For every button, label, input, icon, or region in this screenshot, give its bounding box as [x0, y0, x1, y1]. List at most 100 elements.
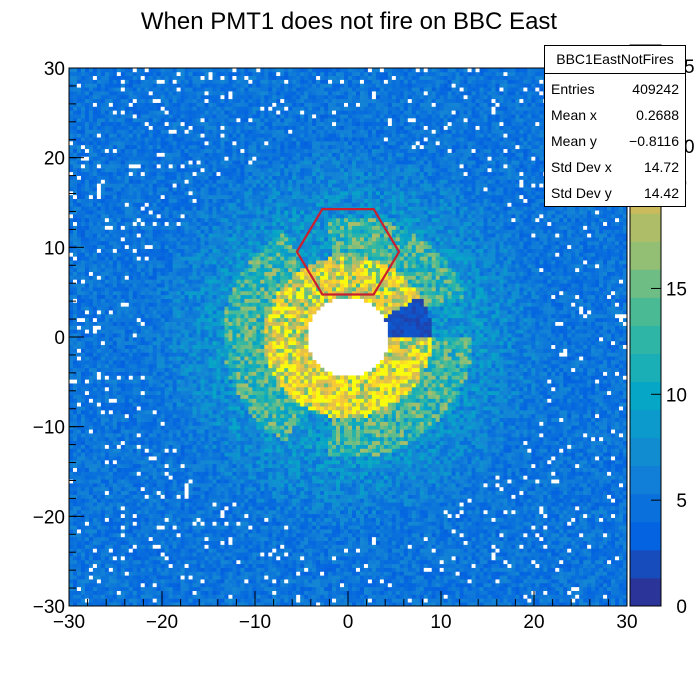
heatmap-cell	[228, 498, 232, 502]
heatmap-cell	[380, 548, 384, 552]
heatmap-cell	[480, 518, 484, 522]
heatmap-cell	[563, 594, 567, 598]
heatmap-cell	[452, 506, 456, 510]
heatmap-cell	[416, 525, 420, 529]
heatmap-cell	[619, 510, 623, 514]
heatmap-cell	[559, 495, 563, 499]
heatmap-cell	[543, 498, 547, 502]
heatmap-cell	[472, 498, 476, 502]
heatmap-cell	[495, 587, 499, 591]
heatmap-cell	[145, 498, 149, 502]
heatmap-cell	[280, 479, 284, 483]
heatmap-cell	[372, 560, 376, 564]
heatmap-cell	[360, 495, 364, 499]
heatmap-cell	[212, 591, 216, 595]
heatmap-cell	[480, 591, 484, 595]
heatmap-cell	[177, 560, 181, 564]
heatmap-cell	[491, 472, 495, 476]
heatmap-cell	[212, 568, 216, 572]
heatmap-cell	[89, 479, 93, 483]
heatmap-cell	[324, 495, 328, 499]
heatmap-cell	[193, 533, 197, 537]
heatmap-cell	[464, 514, 468, 518]
heatmap-cell	[440, 518, 444, 522]
heatmap-cell	[69, 552, 73, 556]
heatmap-cell	[547, 548, 551, 552]
heatmap-cell	[228, 560, 232, 564]
heatmap-cell	[113, 533, 117, 537]
heatmap-cell	[109, 533, 113, 537]
heatmap-cell	[105, 579, 109, 583]
heatmap-cell	[428, 548, 432, 552]
heatmap-cell	[376, 575, 380, 579]
heatmap-cell	[484, 583, 488, 587]
heatmap-cell	[364, 587, 368, 591]
heatmap-cell	[436, 579, 440, 583]
heatmap-cell	[543, 472, 547, 476]
heatmap-cell	[603, 568, 607, 572]
heatmap-cell	[280, 541, 284, 545]
heatmap-cell	[268, 537, 272, 541]
heatmap-cell	[244, 495, 248, 499]
heatmap-cell	[368, 483, 372, 487]
heatmap-cell	[376, 510, 380, 514]
heatmap-cell	[495, 560, 499, 564]
heatmap-cell	[220, 514, 224, 518]
heatmap-cell	[579, 498, 583, 502]
heatmap-cell	[268, 594, 272, 598]
heatmap-cell	[97, 518, 101, 522]
heatmap-cell	[491, 533, 495, 537]
heatmap-cell	[368, 537, 372, 541]
heatmap-cell	[304, 483, 308, 487]
heatmap-cell	[288, 510, 292, 514]
heatmap-cell	[256, 510, 260, 514]
heatmap-cell	[252, 587, 256, 591]
heatmap-cell	[133, 483, 137, 487]
heatmap-cell	[611, 502, 615, 506]
heatmap-cell	[117, 568, 121, 572]
heatmap-cell	[296, 568, 300, 572]
heatmap-cell	[392, 475, 396, 479]
heatmap-cell	[468, 510, 472, 514]
heatmap-cell	[117, 525, 121, 529]
heatmap-cell	[145, 568, 149, 572]
heatmap-cell	[452, 510, 456, 514]
heatmap-cell	[284, 545, 288, 549]
heatmap-cell	[543, 518, 547, 522]
heatmap-cell	[567, 545, 571, 549]
heatmap-cell	[539, 475, 543, 479]
heatmap-cell	[495, 564, 499, 568]
heatmap-cell	[583, 545, 587, 549]
heatmap-cell	[571, 510, 575, 514]
heatmap-cell	[360, 579, 364, 583]
heatmap-cell	[464, 575, 468, 579]
heatmap-cell	[193, 568, 197, 572]
heatmap-cell	[324, 537, 328, 541]
heatmap-cell	[272, 564, 276, 568]
heatmap-cell	[480, 541, 484, 545]
heatmap-cell	[236, 579, 240, 583]
heatmap-cell	[408, 587, 412, 591]
heatmap-cell	[109, 587, 113, 591]
heatmap-cell	[157, 521, 161, 525]
heatmap-cell	[432, 518, 436, 522]
heatmap-cell	[189, 491, 193, 495]
heatmap-cell	[264, 579, 268, 583]
heatmap-cell	[424, 552, 428, 556]
heatmap-cell	[472, 556, 476, 560]
heatmap-cell	[476, 483, 480, 487]
heatmap-cell	[615, 472, 619, 476]
heatmap-cell	[173, 587, 177, 591]
heatmap-cell	[507, 502, 511, 506]
heatmap-cell	[499, 537, 503, 541]
heatmap-cell	[555, 560, 559, 564]
heatmap-cell	[236, 594, 240, 598]
heatmap-cell	[452, 552, 456, 556]
heatmap-cell	[97, 510, 101, 514]
heatmap-cell	[153, 521, 157, 525]
heatmap-cell	[284, 575, 288, 579]
heatmap-cell	[591, 521, 595, 525]
heatmap-cell	[216, 548, 220, 552]
heatmap-cell	[141, 521, 145, 525]
heatmap-cell	[567, 506, 571, 510]
